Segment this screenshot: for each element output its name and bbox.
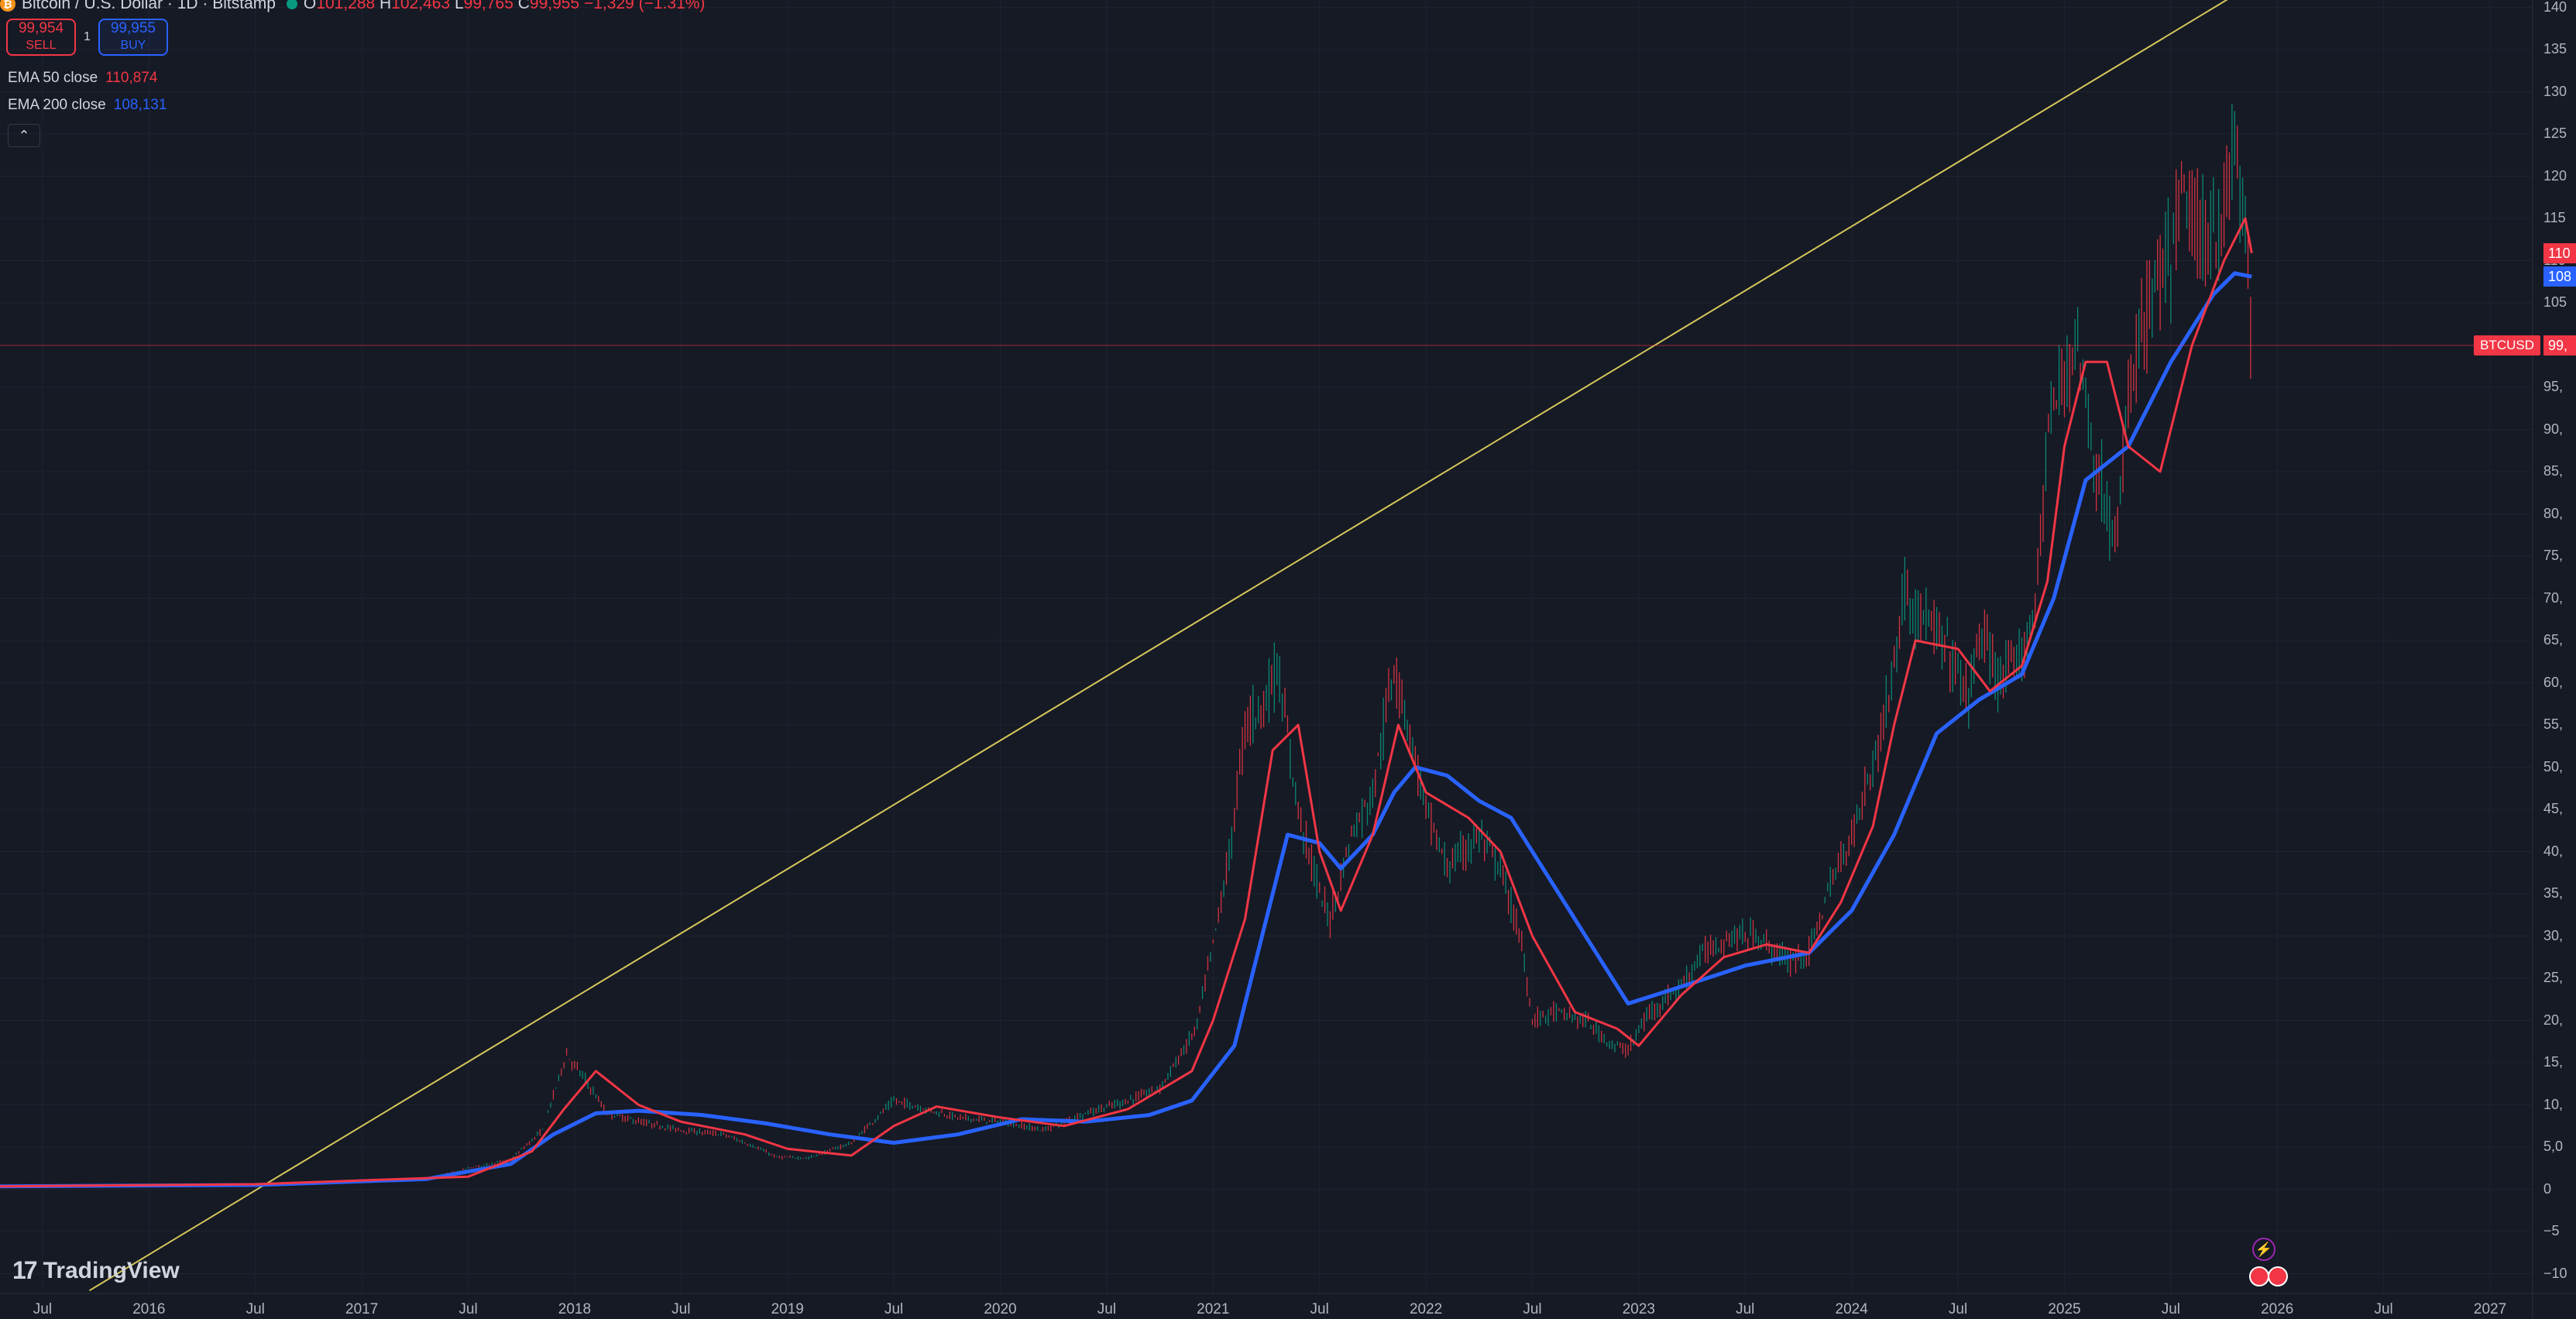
time-tick-label: Jul	[2374, 1301, 2393, 1317]
time-tick-label: 2018	[558, 1301, 592, 1317]
price-tick-label: 25,	[2543, 970, 2564, 985]
trendline	[88, 0, 2228, 1292]
price-tick-label: 85,	[2543, 463, 2564, 479]
price-tick-label: 105	[2543, 294, 2567, 310]
event-flag-icon[interactable]	[2268, 1266, 2288, 1286]
time-tick-label: Jul	[884, 1301, 904, 1317]
ema200-line	[0, 271, 2252, 1189]
price-tick-label: 115	[2543, 210, 2566, 225]
time-tick-label: 2021	[1197, 1301, 1230, 1317]
price-tick-label: 80,	[2543, 505, 2564, 521]
time-tick-label: 2022	[1409, 1301, 1443, 1317]
price-tick-label: 120	[2543, 167, 2567, 184]
spread-value: 1	[84, 30, 91, 43]
ema50-line	[0, 217, 2253, 1188]
time-tick-label: Jul	[1523, 1301, 1542, 1317]
price-tick-label: 70,	[2543, 589, 2564, 606]
price-tick-label: 50,	[2543, 758, 2564, 775]
price-tick-label: 140	[2543, 0, 2567, 15]
time-tick-label: Jul	[246, 1301, 265, 1317]
price-tick-label: 95,	[2543, 379, 2564, 394]
price-tick-label: 125	[2543, 125, 2567, 141]
price-tick-label: 55,	[2543, 716, 2564, 732]
ema200-legend[interactable]: EMA 200 close 108,131	[8, 97, 167, 113]
price-tick-label: 10,	[2543, 1096, 2564, 1112]
price-tick-label: 30,	[2543, 927, 2564, 943]
trendline-layer[interactable]	[88, 0, 2277, 1292]
price-tick-label: 35,	[2543, 885, 2564, 901]
time-tick-label: 2026	[2261, 1301, 2294, 1317]
brand-name: TradingView	[43, 1257, 180, 1283]
price-tick-label: 90,	[2543, 421, 2564, 437]
time-tick-label: Jul	[1310, 1301, 1329, 1317]
ema200-price-tag: 108	[2543, 266, 2576, 287]
time-tick-label: 2023	[1622, 1301, 1656, 1317]
time-tick-label: Jul	[2161, 1301, 2180, 1317]
lightning-icon[interactable]: ⚡	[2252, 1238, 2275, 1261]
time-tick-label: 2024	[1835, 1301, 1868, 1317]
ohlc-values: O101,288 H102,463 L99,765 C99,955 −1,329…	[304, 0, 706, 13]
sell-button[interactable]: 99,954 SELL	[6, 19, 76, 56]
bitcoin-icon: ₿	[0, 0, 15, 12]
symbol-price-tag: BTCUSD	[2474, 335, 2540, 356]
change-value: −1,329 (−1.31%)	[583, 0, 706, 12]
price-tick-label: 15,	[2543, 1054, 2564, 1070]
price-tick-label: 5,0	[2543, 1139, 2564, 1154]
time-tick-label: 2025	[2048, 1301, 2081, 1317]
price-tick-label: −5	[2543, 1223, 2560, 1238]
event-flag-icon[interactable]	[2249, 1266, 2269, 1286]
time-tick-label: Jul	[671, 1301, 691, 1317]
time-tick-label: Jul	[33, 1301, 53, 1317]
price-tick-label: 130	[2543, 83, 2567, 99]
buy-button[interactable]: 99,955 BUY	[98, 19, 168, 56]
market-status-icon	[286, 0, 297, 9]
price-tick-label: 20,	[2543, 1012, 2564, 1028]
price-tick-label: 65,	[2543, 632, 2564, 647]
time-tick-label: 2020	[984, 1301, 1017, 1317]
ema50-price-tag: 110	[2543, 242, 2576, 263]
price-tick-label: −10	[2543, 1265, 2567, 1281]
time-tick-label: Jul	[1097, 1301, 1117, 1317]
symbol-title[interactable]: Bitcoin / U.S. Dollar · 1D · Bitstamp	[22, 0, 276, 12]
time-tick-label: Jul	[1948, 1301, 1968, 1317]
price-tick-label: 75,	[2543, 548, 2564, 563]
ema50-legend[interactable]: EMA 50 close 110,874	[8, 70, 158, 86]
price-tick-label: 0	[2543, 1180, 2552, 1197]
time-tick-label: 2027	[2473, 1301, 2507, 1317]
time-tick-label: Jul	[459, 1301, 478, 1317]
symbol-header: ₿ Bitcoin / U.S. Dollar · 1D · Bitstamp …	[0, 0, 705, 12]
tradingview-logo-icon: 17	[12, 1256, 38, 1284]
price-tick-label: 60,	[2543, 674, 2564, 690]
chevron-up-icon: ⌃	[18, 127, 30, 143]
time-tick-label: 2019	[771, 1301, 804, 1317]
tradingview-logo[interactable]: 17 TradingView	[12, 1256, 180, 1285]
ema-layer	[0, 217, 2253, 1189]
time-tick-label: Jul	[1736, 1301, 1755, 1317]
time-tick-label: 2017	[345, 1301, 379, 1317]
price-tick-label: 45,	[2543, 801, 2564, 816]
trade-buttons: 99,954 SELL 1 99,955 BUY	[6, 19, 168, 56]
time-tick-label: 2016	[132, 1301, 166, 1317]
last-price-tag: 99,	[2543, 335, 2576, 356]
price-tick-label: 40,	[2543, 843, 2564, 859]
collapse-legend-button[interactable]: ⌃	[8, 124, 40, 147]
price-tick-label: 135	[2543, 41, 2567, 57]
